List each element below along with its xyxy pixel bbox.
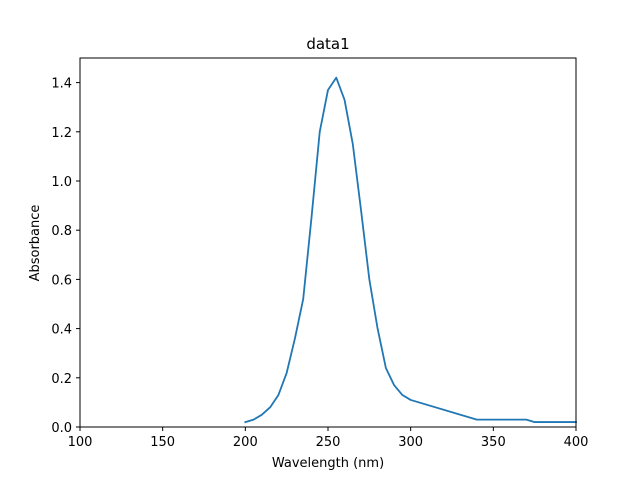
y-tick-label: 1.0 <box>51 175 72 190</box>
x-tick-label: 300 <box>398 435 423 450</box>
plot-area: 100 150 200 250 300 350 400 0.0 0.2 0.4 0.6 0.8 1.0 1… <box>51 57 589 450</box>
x-tick-label: 250 <box>316 435 341 450</box>
series-line-0 <box>244 76 577 424</box>
y-tick-label: 0.6 <box>51 273 72 288</box>
y-axis-label: Absorbance <box>28 205 43 282</box>
x-axis-label: Wavelength (nm) <box>272 456 384 471</box>
y-tick-label: 0.4 <box>51 323 72 338</box>
x-tick-label: 100 <box>68 435 93 450</box>
y-tick-label: 0.8 <box>51 224 72 239</box>
x-tick-label: 150 <box>150 435 175 450</box>
axes-frame <box>79 57 577 428</box>
x-tick-label: 400 <box>564 435 589 450</box>
y-tick-label: 0.0 <box>51 421 72 436</box>
chart-title: data1 <box>306 35 349 53</box>
x-tick-label: 350 <box>481 435 506 450</box>
y-tick-label: 1.2 <box>51 126 72 141</box>
y-tick-label: 1.4 <box>51 77 72 92</box>
y-tick-label: 0.2 <box>51 372 72 387</box>
x-tick-label: 200 <box>233 435 258 450</box>
